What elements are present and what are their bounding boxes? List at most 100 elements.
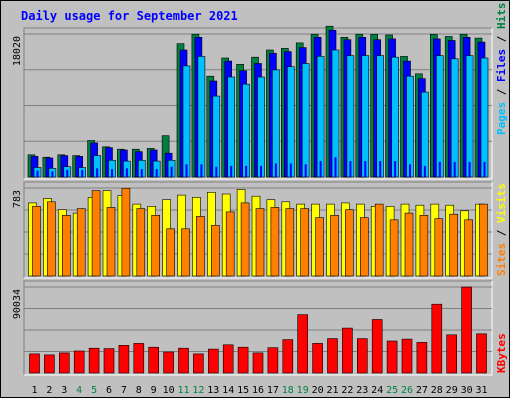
day-label-31: 31 bbox=[475, 385, 487, 396]
mark-inner-day-21 bbox=[334, 157, 337, 177]
day-label-23: 23 bbox=[356, 385, 368, 396]
bar-kbytes-day-12 bbox=[193, 353, 204, 374]
bar-sites-day-8 bbox=[136, 208, 146, 277]
mark-inner-day-24 bbox=[379, 161, 382, 177]
series-kbytes bbox=[29, 286, 487, 374]
day-label-7: 7 bbox=[121, 385, 127, 396]
day-label-21: 21 bbox=[326, 385, 338, 396]
bar-sites-day-10 bbox=[166, 228, 175, 277]
bar-kbytes-day-8 bbox=[133, 343, 145, 374]
legend-entry: / bbox=[495, 82, 508, 102]
bar-sites-day-22 bbox=[345, 209, 354, 277]
legend-entry: KBytes bbox=[495, 333, 508, 373]
panel-border-light bbox=[24, 28, 493, 180]
bar-pages-day-27 bbox=[421, 91, 429, 178]
day-label-27: 27 bbox=[416, 385, 428, 396]
mark-inner-day-1 bbox=[36, 170, 39, 177]
day-label-11: 11 bbox=[177, 385, 189, 396]
bar-kbytes-day-28 bbox=[431, 303, 443, 374]
bar-kbytes-day-13 bbox=[208, 348, 219, 374]
bar-kbytes-day-25 bbox=[386, 340, 398, 374]
legend-entry: / bbox=[495, 223, 508, 243]
bar-kbytes-day-15 bbox=[237, 346, 249, 374]
bar-pages-day-31 bbox=[480, 57, 489, 178]
day-label-1: 1 bbox=[31, 385, 37, 396]
panel-border-dark bbox=[23, 27, 492, 179]
bar-sites-day-11 bbox=[181, 228, 190, 277]
bar-sites-day-13 bbox=[211, 225, 220, 277]
bar-pages-day-19 bbox=[301, 63, 310, 178]
mark-inner-day-27 bbox=[423, 165, 426, 177]
bar-pages-day-29 bbox=[450, 58, 459, 178]
mark-inner-day-18 bbox=[289, 163, 292, 177]
bar-kbytes-day-31 bbox=[476, 333, 487, 374]
bar-pages-day-30 bbox=[465, 55, 474, 178]
bar-kbytes-day-29 bbox=[446, 334, 458, 374]
day-axis: 1 2 3 4 5 6 7 8 9 10 11 12 13 14 15 16 17 18 19 20 21 22 23 24 2… bbox=[31, 385, 487, 396]
bar-sites-day-27 bbox=[419, 215, 429, 277]
bar-kbytes-day-6 bbox=[103, 348, 115, 374]
mark-inner-day-28 bbox=[438, 161, 441, 177]
bar-sites-day-1 bbox=[32, 206, 41, 277]
bar-kbytes-day-23 bbox=[356, 338, 368, 374]
day-label-9: 9 bbox=[151, 385, 157, 396]
mark-inner-day-30 bbox=[468, 161, 471, 177]
mark-inner-day-9 bbox=[155, 169, 158, 177]
bar-sites-day-4 bbox=[76, 208, 86, 277]
mark-inner-day-17 bbox=[274, 163, 277, 177]
bar-pages-day-25 bbox=[391, 56, 399, 178]
bar-sites-day-23 bbox=[359, 217, 369, 277]
panel-border-dark bbox=[23, 280, 492, 375]
chart-panels: 18020 Pages / Files / Hits 783 Sites / Visi… bbox=[12, 3, 508, 376]
day-label-6: 6 bbox=[106, 385, 112, 396]
mark-inner-day-15 bbox=[245, 165, 248, 177]
bar-sites-day-17 bbox=[270, 207, 280, 277]
chart-title: Daily usage for September 2021 bbox=[21, 9, 238, 23]
mark-inner-day-2 bbox=[51, 171, 54, 177]
day-label-3: 3 bbox=[61, 385, 67, 396]
mark-inner-day-23 bbox=[364, 161, 367, 177]
bar-sites-day-21 bbox=[330, 215, 339, 277]
mark-inner-day-20 bbox=[319, 161, 322, 177]
bar-sites-day-7 bbox=[121, 188, 131, 277]
day-label-17: 17 bbox=[267, 385, 279, 396]
bar-kbytes-day-24 bbox=[371, 319, 383, 374]
legend-kbytes: KBytes bbox=[495, 333, 508, 373]
bar-sites-day-5 bbox=[91, 190, 101, 277]
day-label-13: 13 bbox=[207, 385, 219, 396]
bar-sites-day-20 bbox=[315, 217, 324, 277]
panel-border-dark bbox=[23, 181, 492, 278]
mark-inner-day-10 bbox=[170, 166, 173, 177]
legend-entry: Files bbox=[495, 49, 508, 82]
bar-pages-day-20 bbox=[316, 56, 325, 178]
bar-sites-day-9 bbox=[151, 215, 160, 277]
day-label-28: 28 bbox=[431, 385, 443, 396]
bar-kbytes-day-14 bbox=[222, 344, 234, 374]
bar-kbytes-day-10 bbox=[163, 351, 174, 374]
panel-border-light bbox=[24, 182, 493, 279]
panel-visits-sites: 783 Sites / Visits bbox=[12, 181, 508, 279]
legend-entry: Sites bbox=[495, 243, 508, 276]
legend-entry: Pages bbox=[495, 102, 508, 135]
bar-kbytes-day-26 bbox=[401, 338, 413, 374]
day-label-18: 18 bbox=[282, 385, 294, 396]
bar-kbytes-day-9 bbox=[148, 346, 159, 374]
bar-kbytes-day-1 bbox=[29, 353, 40, 374]
bar-pages-day-14 bbox=[227, 76, 235, 178]
mark-inner-day-19 bbox=[304, 164, 307, 177]
day-label-14: 14 bbox=[222, 385, 234, 396]
bar-pages-day-12 bbox=[197, 56, 206, 178]
mark-inner-day-4 bbox=[81, 169, 84, 177]
mark-inner-day-22 bbox=[349, 161, 352, 177]
bar-kbytes-day-3 bbox=[58, 352, 70, 374]
mark-inner-day-5 bbox=[96, 168, 99, 177]
legend-entry: Hits bbox=[495, 3, 508, 30]
bar-sites-day-2 bbox=[47, 201, 56, 277]
bar-sites-day-25 bbox=[389, 219, 399, 277]
legend-hits-files-pages: Pages / Files / Hits bbox=[495, 3, 508, 136]
bar-kbytes-day-11 bbox=[178, 347, 189, 374]
y-max-label: 783 bbox=[12, 190, 23, 208]
bar-sites-day-18 bbox=[285, 208, 295, 277]
bar-kbytes-day-30 bbox=[461, 286, 472, 374]
